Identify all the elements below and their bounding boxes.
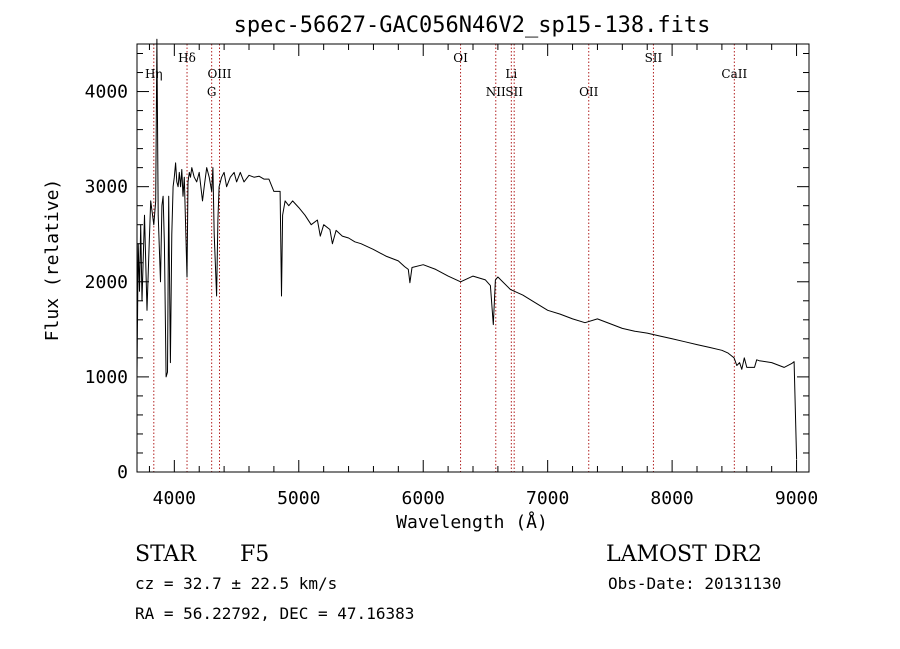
spectral-line-label: Li [505, 67, 517, 81]
redshift-cz: cz = 32.7 ± 22.5 km/s [135, 574, 337, 593]
x-tick-label: 7000 [526, 488, 569, 509]
y-tick-label: 2000 [85, 272, 128, 293]
object-type: STAR [135, 542, 197, 567]
x-tick-label: 5000 [277, 488, 320, 509]
observation-date: Obs-Date: 20131130 [608, 574, 781, 593]
spectral-line-label: CaII [721, 67, 747, 81]
x-tick-label: 4000 [153, 488, 196, 509]
object-subclass: F5 [240, 542, 269, 567]
spectral-line-label: SII [505, 85, 523, 99]
spectral-line-label: OII [579, 85, 599, 99]
x-axis-label: Wavelength (Å) [396, 511, 548, 533]
x-tick-label: 8000 [650, 488, 693, 509]
plot-frame [136, 43, 810, 473]
spectral-line-label: OI [453, 51, 468, 65]
spectral-line-label: OIII [207, 67, 231, 81]
spectral-line-label: Hη [145, 67, 163, 81]
chart-title: spec-56627-GAC056N46V2_sp15-138.fits [234, 13, 711, 38]
spectral-line-markers: Hη Hδ OIII G OI NII Li SII OII SII CaII [145, 44, 747, 472]
axis-ticks: 4000 5000 6000 7000 8000 9000 0 1000 2000 3000 400… [85, 44, 818, 509]
y-tick-label: 1000 [85, 367, 128, 388]
spectrum-series [136, 38, 798, 460]
sky-coordinates: RA = 56.22792, DEC = 47.16383 [135, 604, 414, 623]
y-tick-label: 0 [117, 462, 128, 483]
survey-name: LAMOST DR2 [606, 542, 762, 567]
y-tick-label: 3000 [85, 177, 128, 198]
spectral-line-label: G [207, 85, 217, 99]
y-tick-label: 4000 [85, 82, 128, 103]
spectral-line-label: NII [486, 85, 506, 99]
spectrum-line [136, 38, 798, 460]
spectral-line-label: Hδ [178, 51, 196, 65]
spectral-line-label: SII [645, 51, 663, 65]
x-tick-label: 6000 [402, 488, 445, 509]
x-tick-label: 9000 [775, 488, 818, 509]
y-axis-label: Flux (relative) [42, 179, 63, 342]
